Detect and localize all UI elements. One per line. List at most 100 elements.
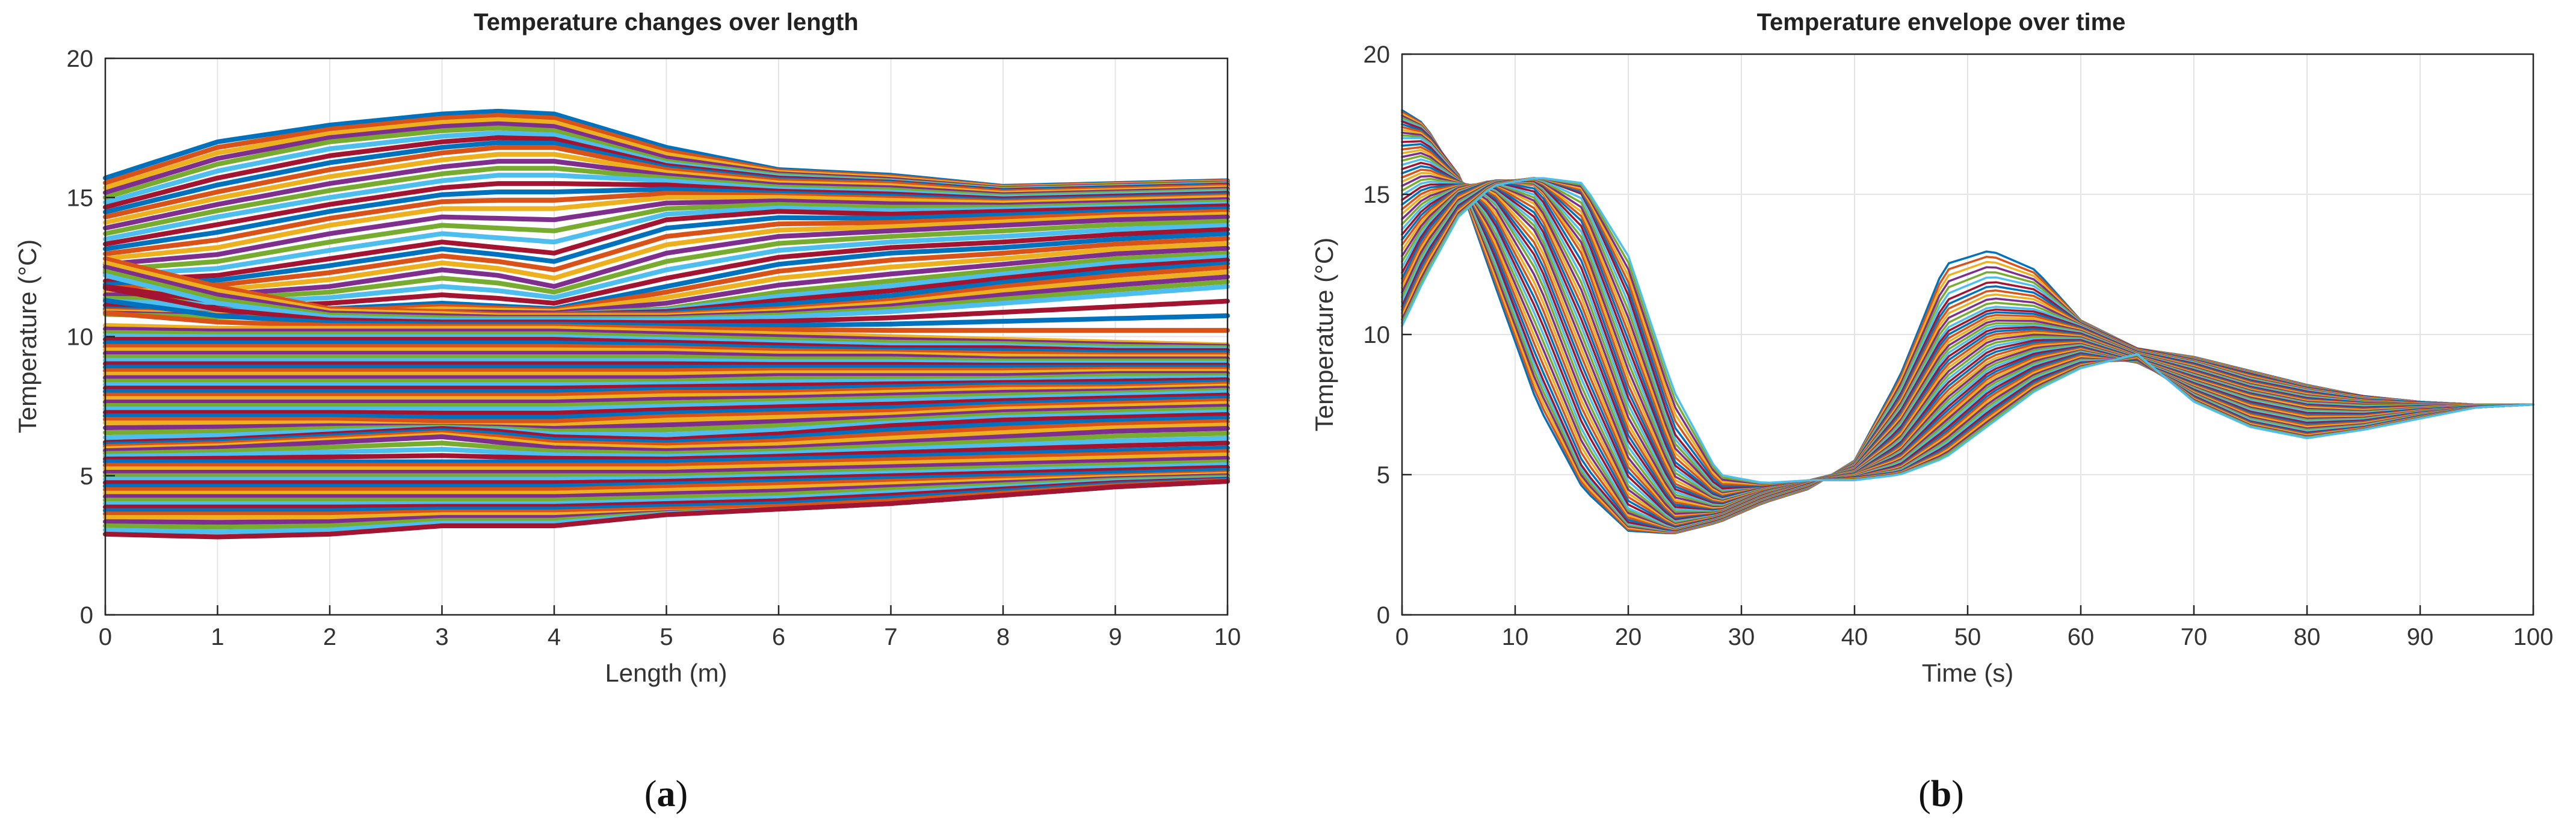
a-series-line-70 xyxy=(103,395,1230,420)
b-series-line-47 xyxy=(1401,177,2534,491)
b-series-line-34 xyxy=(1401,181,2534,505)
a-series-line-87 xyxy=(103,455,1230,475)
a-series-line-64 xyxy=(103,381,1230,398)
b-series-line-54 xyxy=(1401,177,2534,484)
a-xtick-label-0: 0 xyxy=(99,624,112,650)
b-series-line-45 xyxy=(1401,178,2534,494)
b-xtick-label-3: 30 xyxy=(1728,624,1755,650)
a-series-line-49 xyxy=(103,340,1230,356)
a-series-line-57 xyxy=(103,366,1230,374)
a-xtick-label-10: 10 xyxy=(1214,624,1241,650)
a-ytick-label-0: 0 xyxy=(80,602,93,629)
a-ytick-label-2: 10 xyxy=(67,324,94,351)
chart-b-panel-letter: b xyxy=(1931,774,1951,815)
b-series-line-35 xyxy=(1401,180,2534,504)
a-xtick-label-9: 9 xyxy=(1108,624,1122,650)
b-series-line-37 xyxy=(1401,179,2534,502)
a-xtick-label-7: 7 xyxy=(884,624,897,650)
a-series-line-75 xyxy=(103,409,1230,440)
chart-a-series-lines xyxy=(103,108,1230,540)
a-series-line-58 xyxy=(103,369,1230,377)
b-xtick-label-4: 40 xyxy=(1841,624,1868,650)
a-ytick-label-4: 20 xyxy=(67,46,94,72)
a-series-line-22 xyxy=(103,209,1230,291)
b-series-line-44 xyxy=(1401,178,2534,495)
chart-b-panel-open-paren: ( xyxy=(1918,774,1931,815)
b-xtick-label-7: 70 xyxy=(2181,624,2208,650)
a-series-line-86 xyxy=(103,452,1230,472)
b-ytick-label-3: 15 xyxy=(1364,182,1391,208)
b-ytick-label-0: 0 xyxy=(1377,602,1390,629)
chart-a-panel-letter: a xyxy=(657,774,676,815)
b-series-line-30 xyxy=(1401,182,2534,508)
chart-a-panel-close-paren: ) xyxy=(676,774,688,815)
a-series-line-42 xyxy=(103,298,1230,328)
chart-b-xlabel: Time (s) xyxy=(1922,659,2013,687)
b-series-line-38 xyxy=(1401,179,2534,501)
a-series-line-66 xyxy=(103,386,1230,405)
a-series-line-67 xyxy=(103,387,1230,408)
a-xtick-label-3: 3 xyxy=(435,624,448,650)
chart-a-ylabel: Temperature (°C) xyxy=(13,239,42,434)
a-xtick-label-5: 5 xyxy=(659,624,673,650)
chart-a: Temperature changes over length 0 1 2 3 4 5 6 7… xyxy=(13,9,1241,815)
b-xtick-label-6: 60 xyxy=(2068,624,2095,650)
b-xtick-label-10: 100 xyxy=(2513,624,2554,650)
a-series-line-91 xyxy=(103,467,1230,489)
a-series-line-25 xyxy=(103,218,1230,302)
a-series-line-65 xyxy=(103,383,1230,401)
b-xtick-label-1: 10 xyxy=(1502,624,1529,650)
a-series-line-41 xyxy=(103,285,1230,325)
b-xtick-label-2: 20 xyxy=(1615,624,1642,650)
b-xtick-label-8: 80 xyxy=(2294,624,2321,650)
a-ytick-label-3: 15 xyxy=(67,185,94,211)
a-series-line-89 xyxy=(103,462,1230,482)
a-series-line-50 xyxy=(103,344,1230,357)
a-xtick-label-2: 2 xyxy=(323,624,336,650)
a-series-line-72 xyxy=(103,401,1230,428)
a-series-line-84 xyxy=(103,445,1230,464)
chart-b-title: Temperature envelope over time xyxy=(1757,9,2126,35)
chart-b-axis-ticks: 0 10 20 30 40 50 60 70 80 90 100 0 5 10 15 20 xyxy=(1364,42,2554,650)
a-xtick-label-6: 6 xyxy=(772,624,785,650)
chart-a-xlabel: Length (m) xyxy=(605,659,727,687)
b-series-line-33 xyxy=(1401,181,2534,505)
b-xtick-label-5: 50 xyxy=(1954,624,1981,650)
a-series-line-23 xyxy=(103,212,1230,294)
a-xtick-label-1: 1 xyxy=(211,624,224,650)
a-series-line-80 xyxy=(103,426,1230,454)
b-series-line-43 xyxy=(1401,179,2534,496)
a-ytick-label-1: 5 xyxy=(80,463,93,490)
chart-a-axis-ticks: 0 1 2 3 4 5 6 7 8 9 10 0 5 10 15 20 xyxy=(67,46,1241,650)
chart-b-ylabel: Temperature (°C) xyxy=(1310,238,1338,432)
a-series-line-104 xyxy=(103,479,1230,540)
b-ytick-label-4: 20 xyxy=(1364,42,1391,68)
a-series-line-88 xyxy=(103,459,1230,478)
chart-b-panel-label: (b) xyxy=(1918,774,1964,815)
chart-a-panel-label: (a) xyxy=(644,774,688,815)
a-series-line-71 xyxy=(103,398,1230,424)
b-xtick-label-0: 0 xyxy=(1395,624,1409,650)
a-xtick-label-8: 8 xyxy=(996,624,1010,650)
a-series-line-68 xyxy=(103,390,1230,411)
b-series-line-41 xyxy=(1401,179,2534,498)
a-xtick-label-4: 4 xyxy=(548,624,561,650)
b-ytick-label-2: 10 xyxy=(1364,322,1391,348)
b-series-line-46 xyxy=(1401,177,2534,492)
chart-b: Temperature envelope over time 0 10 20 30 40… xyxy=(1310,9,2553,815)
a-series-line-20 xyxy=(103,203,1230,283)
a-series-line-69 xyxy=(103,392,1230,416)
chart-b-panel-close-paren: ) xyxy=(1951,774,1964,815)
b-series-line-31 xyxy=(1401,182,2534,507)
a-series-line-48 xyxy=(103,337,1230,353)
b-xtick-label-9: 90 xyxy=(2407,624,2434,650)
b-series-line-42 xyxy=(1401,179,2534,498)
a-series-line-43 xyxy=(103,310,1230,333)
a-series-line-74 xyxy=(103,406,1230,436)
a-series-line-59 xyxy=(103,371,1230,380)
b-ytick-label-1: 5 xyxy=(1377,462,1390,489)
a-series-line-82 xyxy=(103,436,1230,459)
chart-a-panel-open-paren: ( xyxy=(644,774,657,815)
a-series-line-24 xyxy=(103,214,1230,298)
